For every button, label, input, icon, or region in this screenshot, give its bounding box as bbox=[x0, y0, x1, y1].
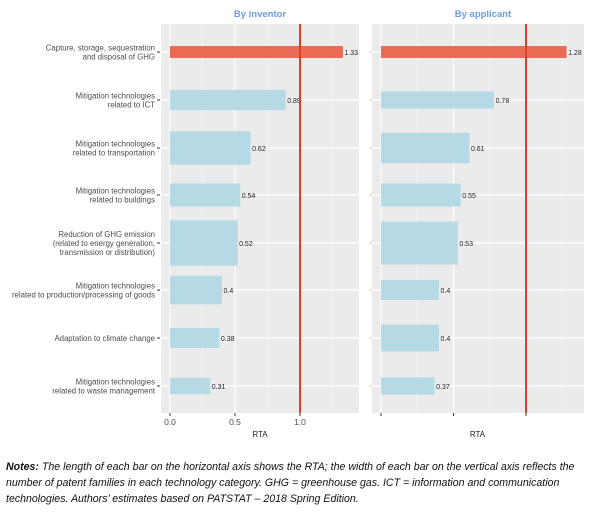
x-axis-title: RTA bbox=[470, 430, 486, 439]
panel-background bbox=[161, 24, 359, 413]
bar bbox=[381, 91, 495, 109]
category-label: Capture, storage, sequestration and dispo… bbox=[46, 43, 155, 61]
chart-notes: Notes: The length of each bar on the hor… bbox=[6, 459, 598, 507]
bar-value-label: 0.54 bbox=[242, 193, 256, 200]
bar bbox=[170, 89, 286, 111]
category-label-line: related to buildings bbox=[90, 196, 156, 205]
bar-value-label: 0.37 bbox=[436, 384, 450, 391]
bar bbox=[381, 183, 461, 207]
category-label-line: Mitigation technologies bbox=[76, 377, 155, 386]
bar-value-label: 0.4 bbox=[441, 336, 451, 343]
bar-value-label: 0.62 bbox=[252, 146, 266, 153]
bar-value-label: 0.78 bbox=[496, 98, 510, 105]
bar bbox=[170, 183, 241, 207]
category-label-line: Mitigation technologies bbox=[76, 281, 155, 290]
category-label-line: Reduction of GHG emission bbox=[58, 230, 155, 239]
category-label-line: Mitigation technologies bbox=[76, 186, 155, 195]
notes-text: The length of each bar on the horizontal… bbox=[6, 461, 575, 505]
category-label: Mitigation technologies related to buildi… bbox=[76, 186, 155, 204]
category-label: Reduction of GHG emission (related to ene… bbox=[53, 230, 156, 257]
bar bbox=[381, 46, 567, 58]
category-label-line: related to ICT bbox=[108, 101, 155, 110]
bar bbox=[381, 279, 439, 301]
bar-value-label: 0.53 bbox=[459, 241, 473, 248]
panel-background bbox=[372, 24, 584, 413]
bar-value-label: 0.55 bbox=[462, 193, 476, 200]
x-tick-label: 1.0 bbox=[294, 417, 306, 427]
category-label-line: related to production/processing of good… bbox=[12, 291, 155, 300]
bar-value-label: 0.31 bbox=[212, 384, 226, 391]
category-label: Mitigation technologies related to transp… bbox=[73, 139, 155, 157]
bar bbox=[170, 131, 251, 165]
category-label-line: transmission or distribution) bbox=[60, 248, 156, 257]
bar-value-label: 0.89 bbox=[287, 98, 301, 105]
bar-value-label: 0.4 bbox=[224, 288, 234, 295]
bar-value-label: 0.52 bbox=[239, 241, 253, 248]
category-label-line: related to transportation bbox=[73, 149, 155, 158]
category-label: Mitigation technologies related to produc… bbox=[12, 281, 155, 299]
category-label-line: related to waste management bbox=[52, 387, 156, 396]
category-label-line: Adaptation to climate change bbox=[54, 334, 155, 343]
bar-value-label: 1.28 bbox=[568, 50, 582, 57]
panel-title: By applicant bbox=[455, 9, 512, 20]
bar-value-label: 0.4 bbox=[441, 288, 451, 295]
category-label: Adaptation to climate change bbox=[54, 334, 155, 343]
category-label-line: Mitigation technologies bbox=[76, 139, 155, 148]
bar-value-label: 0.61 bbox=[471, 146, 485, 153]
bar bbox=[170, 220, 238, 266]
bar bbox=[170, 377, 211, 395]
category-label-line: Mitigation technologies bbox=[76, 91, 155, 100]
panel-by-applicant: 1.28 0.78 0.61 0.55 0.53 0.4 0.4 0.37 RTA By appl… bbox=[369, 9, 584, 439]
bar-value-label: 1.33 bbox=[344, 50, 358, 57]
x-tick-label: 0.0 bbox=[164, 417, 176, 427]
category-label-line: (related to energy generation, bbox=[53, 239, 155, 248]
category-label-line: Capture, storage, sequestration bbox=[46, 43, 155, 52]
panel-title: By inventor bbox=[234, 9, 287, 20]
x-axis-title: RTA bbox=[252, 430, 268, 439]
bar bbox=[170, 275, 222, 305]
bar bbox=[381, 377, 435, 395]
category-label-line: and disposal of GHG bbox=[83, 53, 155, 62]
bar bbox=[381, 221, 458, 265]
bar bbox=[381, 132, 470, 164]
bar bbox=[170, 46, 343, 58]
category-label: Mitigation technologies related to waste … bbox=[52, 377, 156, 395]
x-tick-label: 0.5 bbox=[229, 417, 241, 427]
rta-chart: 1.33 0.89 0.62 0.54 0.52 0.4 0.38 0.31 0.0 0.5 1.0… bbox=[12, 9, 584, 439]
bar bbox=[381, 324, 439, 352]
notes-label: Notes: bbox=[6, 461, 39, 473]
bar-value-label: 0.38 bbox=[221, 336, 235, 343]
panel-by-inventor: 1.33 0.89 0.62 0.54 0.52 0.4 0.38 0.31 0.0 0.5 1.0… bbox=[12, 9, 359, 439]
bar bbox=[170, 327, 220, 349]
category-label: Mitigation technologies related to ICT bbox=[76, 91, 156, 109]
